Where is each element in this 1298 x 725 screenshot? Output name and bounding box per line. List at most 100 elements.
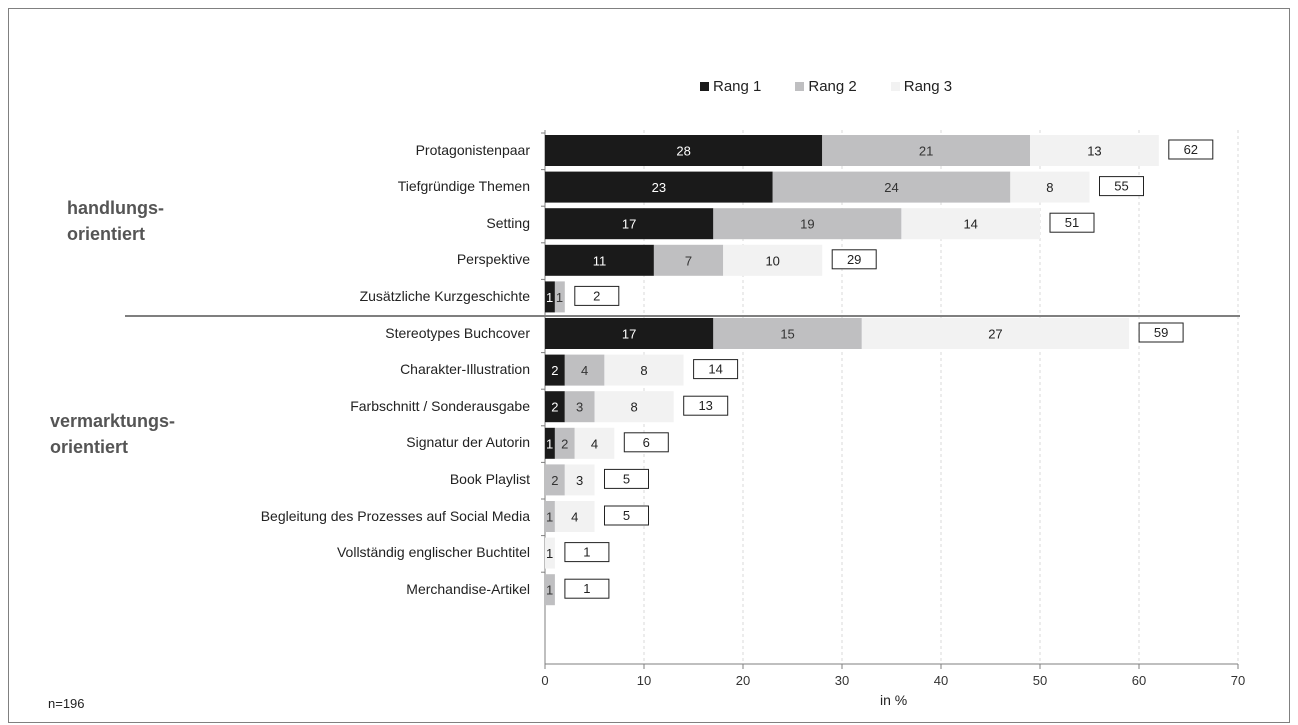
bar-segment	[772, 171, 1011, 203]
x-axis-title: in %	[880, 692, 908, 708]
bar-segment	[545, 171, 773, 203]
bar-segment	[545, 318, 714, 349]
bar-segment	[653, 244, 724, 276]
legend-label: Rang 3	[903, 78, 953, 95]
bar-segment	[554, 281, 565, 313]
data-label: 1	[546, 290, 553, 305]
total-box	[1099, 176, 1144, 197]
total-box	[564, 578, 610, 599]
data-label: 8	[630, 400, 637, 415]
group-label-handlungsorientiert: handlungs- orientiert	[67, 198, 164, 244]
data-label: 3	[576, 473, 583, 488]
legend-item: Rang 1	[700, 78, 761, 95]
bar-segment	[545, 501, 555, 532]
total-box	[1049, 212, 1095, 233]
total-box	[574, 285, 620, 306]
data-label: 4	[571, 510, 578, 525]
bar-segment	[545, 574, 555, 606]
data-label: 4	[581, 363, 588, 378]
total-label: 13	[698, 398, 712, 413]
category-label: Perspektive	[456, 251, 530, 268]
total-label: 1	[583, 545, 590, 560]
total-label: 62	[1184, 142, 1198, 157]
legend-item: Rang 3	[890, 78, 953, 95]
bar-segment	[545, 208, 714, 240]
x-tick-label: 70	[1231, 673, 1245, 688]
legend-label: Rang 1	[713, 78, 762, 95]
data-label: 14	[963, 217, 977, 232]
legend-swatch	[890, 82, 900, 91]
data-label: 10	[765, 253, 779, 268]
data-label: 1	[556, 290, 563, 305]
x-tick-label: 50	[1033, 673, 1047, 688]
total-box	[564, 542, 610, 563]
bar-segment	[713, 318, 862, 349]
total-label: 29	[847, 252, 861, 267]
data-label: 2	[551, 363, 558, 378]
bar-segment	[545, 427, 555, 459]
category-label: Farbschnitt / Sonderausgabe	[350, 397, 530, 414]
group-label-vermarktungsorientiert: vermarktungs- orientiert	[50, 411, 176, 457]
data-label: 7	[685, 253, 692, 268]
data-label: 1	[546, 510, 553, 525]
data-label: 11	[593, 253, 607, 268]
x-tick-label: 20	[736, 673, 750, 688]
bar-segment	[545, 281, 555, 313]
data-label: 1	[546, 546, 553, 561]
data-label: 28	[676, 144, 690, 159]
legend-item: Rang 2	[795, 78, 857, 95]
category-label: Signatur der Autorin	[406, 434, 530, 451]
bar-segment	[545, 244, 654, 276]
total-box	[1168, 139, 1214, 160]
bar-segment	[554, 427, 575, 459]
category-label: Merchandise-Artikel	[406, 580, 530, 597]
category-label: Tiefgründige Themen	[397, 178, 530, 195]
category-label: Begleitung des Prozesses auf Social Medi…	[260, 507, 530, 524]
chart-frame	[8, 8, 1290, 723]
total-label: 1	[583, 581, 590, 596]
category-label: Setting	[486, 214, 530, 231]
data-label: 19	[800, 217, 814, 232]
total-box	[1138, 322, 1184, 343]
bar-segment	[901, 208, 1040, 240]
data-label: 17	[622, 217, 636, 232]
legend-swatch	[700, 82, 709, 91]
total-label: 59	[1154, 325, 1168, 340]
data-label: 2	[551, 473, 558, 488]
total-label: 5	[623, 508, 630, 523]
x-tick-label: 40	[934, 673, 948, 688]
bar-segment	[545, 537, 555, 569]
total-label: 6	[643, 435, 650, 450]
bar-segment	[554, 501, 595, 532]
total-label: 2	[593, 288, 600, 303]
data-label: 3	[576, 400, 583, 415]
sample-size-note: n=196	[48, 696, 85, 711]
x-tick-label: 10	[637, 673, 651, 688]
data-label: 13	[1087, 144, 1101, 159]
total-label: 51	[1065, 215, 1079, 230]
x-tick-label: 0	[541, 673, 548, 688]
category-label: Vollständig englischer Buchtitel	[336, 544, 530, 561]
bar-segment	[545, 464, 565, 496]
bar-segment	[713, 208, 902, 240]
total-box	[831, 249, 877, 270]
category-label: Protagonistenpaar	[415, 141, 530, 158]
total-box	[623, 432, 669, 453]
bar-segment	[545, 354, 565, 386]
total-box	[604, 468, 649, 489]
x-tick-label: 30	[835, 673, 849, 688]
data-label: 15	[780, 327, 794, 342]
bar-segment	[723, 244, 823, 276]
data-label: 17	[622, 327, 636, 342]
bar-segment	[564, 464, 595, 496]
data-label: 8	[640, 363, 647, 378]
bar-segment	[604, 354, 684, 386]
bar-segment	[545, 391, 565, 423]
legend-label: Rang 2	[808, 78, 857, 95]
bar-segment	[861, 318, 1130, 349]
bar-segment	[574, 427, 615, 459]
data-label: 2	[551, 400, 558, 415]
total-label: 55	[1114, 179, 1128, 194]
bar-segment	[564, 354, 605, 386]
